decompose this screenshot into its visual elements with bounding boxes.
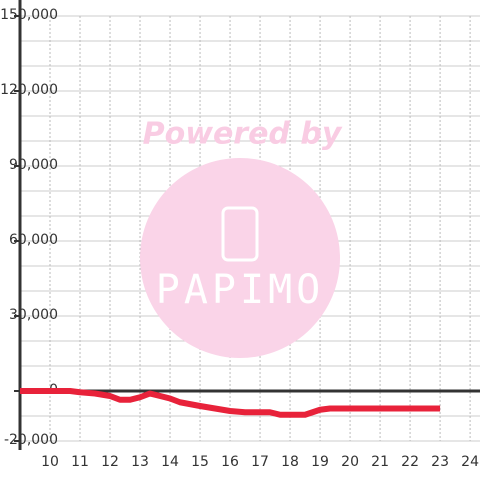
x-tick-label: 11 [71, 454, 89, 470]
y-tick-label: 150,000 [0, 7, 58, 23]
watermark-circle [140, 158, 340, 358]
x-tick-label: 12 [101, 454, 119, 470]
x-tick-label: 23 [431, 454, 449, 470]
x-tick-label: 19 [311, 454, 329, 470]
watermark-logo: PAPIMO [156, 267, 325, 313]
watermark-phone [221, 206, 259, 262]
x-tick-label: 15 [191, 454, 209, 470]
x-tick-label: 14 [161, 454, 179, 470]
y-tick-label: 90,000 [9, 157, 58, 173]
data-line [20, 388, 441, 418]
x-tick-label: 13 [131, 454, 149, 470]
x-tick-label: 24 [461, 454, 479, 470]
x-tick-label: 17 [251, 454, 269, 470]
y-tick-label: 30,000 [9, 307, 58, 323]
x-tick-label: 18 [281, 454, 299, 470]
x-tick-label: 22 [401, 454, 419, 470]
y-tick-label: 120,000 [0, 82, 58, 98]
x-tick-label: 20 [341, 454, 359, 470]
y-tick-label: 60,000 [9, 232, 58, 248]
watermark: Powered by PAPIMO [140, 117, 343, 358]
x-tick-label: 21 [371, 454, 389, 470]
y-tick-label: -20,000 [4, 432, 58, 448]
x-tick-label: 16 [221, 454, 239, 470]
watermark-text: Powered by [143, 117, 343, 152]
x-tick-label: 10 [41, 454, 59, 470]
